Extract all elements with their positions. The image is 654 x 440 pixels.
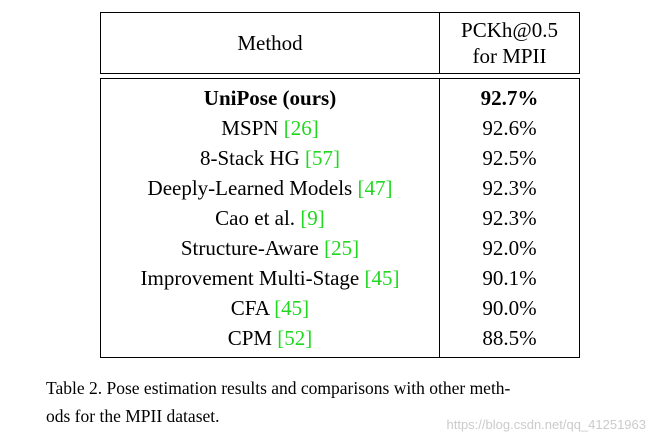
citation-link[interactable]: [45]: [364, 265, 400, 290]
table-row-score: 92.0%: [482, 235, 537, 260]
citation-link[interactable]: [57]: [304, 145, 340, 170]
table-row-score: 92.3%: [482, 175, 537, 200]
results-table: Method PCKh@0.5 for MPII UniPose (ours) M…: [100, 12, 580, 358]
method-name: Deeply-Learned Models: [147, 175, 358, 200]
table-row-score: 92.7%: [480, 85, 539, 110]
table-row-method: Deeply-Learned Models [47]: [101, 173, 439, 203]
table-row-method: MSPN [26]: [101, 113, 439, 143]
method-name: 8-Stack HG: [200, 145, 305, 170]
table-row-method: Cao et al. [9]: [101, 203, 439, 233]
table-row-method: CPM [52]: [101, 323, 439, 353]
method-name: CFA: [230, 295, 275, 320]
method-name: Improvement Multi-Stage: [140, 265, 365, 290]
table-row-method: UniPose (ours): [101, 83, 439, 113]
header-score-line1: PCKh@0.5: [461, 18, 558, 42]
citation-link[interactable]: [47]: [357, 175, 393, 200]
table-row-score: 92.5%: [482, 145, 537, 170]
header-score-line2: for MPII: [472, 44, 547, 68]
watermark: https://blog.csdn.net/qq_41251963: [446, 417, 647, 432]
header-score: PCKh@0.5 for MPII: [440, 13, 579, 73]
table-row-method: Structure-Aware [25]: [101, 233, 439, 263]
citation-link[interactable]: [9]: [300, 205, 325, 230]
table-row-score: 92.3%: [482, 205, 537, 230]
table-row-score: 90.0%: [482, 295, 537, 320]
table-row-score: 88.5%: [482, 325, 537, 350]
method-name: UniPose (ours): [203, 85, 337, 110]
method-column: UniPose (ours) MSPN [26] 8-Stack HG [57] De…: [101, 79, 440, 357]
table-header: Method PCKh@0.5 for MPII: [100, 12, 580, 74]
table-body: UniPose (ours) MSPN [26] 8-Stack HG [57] De…: [100, 78, 580, 358]
header-method: Method: [101, 13, 440, 73]
table-caption: Table 2. Pose estimation results and com…: [46, 374, 626, 430]
method-name: CPM: [227, 325, 278, 350]
method-name: Cao et al.: [215, 205, 301, 230]
citation-link[interactable]: [45]: [274, 295, 310, 320]
citation-link[interactable]: [25]: [324, 235, 360, 260]
table-row-method: 8-Stack HG [57]: [101, 143, 439, 173]
table-row-method: CFA [45]: [101, 293, 439, 323]
caption-line-2: ods for the MPII dataset.: [46, 406, 220, 426]
method-name: Structure-Aware: [180, 235, 325, 260]
score-column: 92.7% 92.6% 92.5% 92.3% 92.3% 92.0% 90.1% 90.0%…: [440, 79, 579, 357]
citation-link[interactable]: [26]: [283, 115, 319, 140]
table-row-method: Improvement Multi-Stage [45]: [101, 263, 439, 293]
method-name: MSPN: [221, 115, 284, 140]
table-row-score: 90.1%: [482, 265, 537, 290]
citation-link[interactable]: [52]: [277, 325, 313, 350]
caption-line-1: Table 2. Pose estimation results and com…: [46, 378, 511, 398]
table-row-score: 92.6%: [482, 115, 537, 140]
